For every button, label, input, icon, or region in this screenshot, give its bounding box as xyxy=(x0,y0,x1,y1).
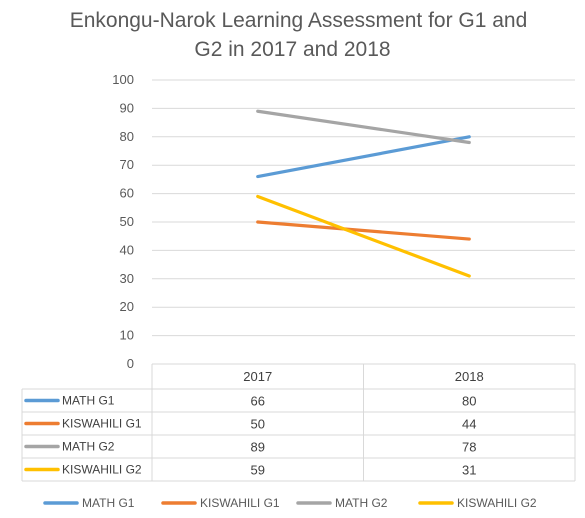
y-tick-label-80: 80 xyxy=(120,129,134,144)
table-value-math-g1-2017: 66 xyxy=(251,394,265,409)
table-series-label-kiswahili-g1: KISWAHILI G1 xyxy=(62,417,142,431)
chart-title-line-1: Enkongu-Narok Learning Assessment for G1… xyxy=(69,9,528,32)
legend-label-kiswahili-g2: KISWAHILI G2 xyxy=(457,496,537,510)
table-value-math-g2-2018: 78 xyxy=(462,440,476,455)
series-line-kiswahili-g2 xyxy=(256,194,471,278)
table-value-kiswahili-g1-2018: 44 xyxy=(462,417,476,432)
y-tick-label-0: 0 xyxy=(127,356,134,371)
legend-label-math-g2: MATH G2 xyxy=(335,496,388,510)
series-line-math-g1 xyxy=(256,135,471,179)
table-value-kiswahili-g1-2017: 50 xyxy=(251,417,265,432)
y-tick-label-20: 20 xyxy=(120,299,134,314)
legend-label-kiswahili-g1: KISWAHILI G1 xyxy=(200,496,280,510)
table-value-kiswahili-g2-2017: 59 xyxy=(251,463,265,478)
y-tick-label-40: 40 xyxy=(120,242,134,257)
y-tick-label-30: 30 xyxy=(120,271,134,286)
table-series-label-math-g2: MATH G2 xyxy=(62,440,115,454)
table-series-label-math-g1: MATH G1 xyxy=(62,394,115,408)
series-line-math-g2 xyxy=(256,109,471,145)
legend-label-math-g1: MATH G1 xyxy=(82,496,135,510)
y-tick-label-100: 100 xyxy=(112,72,134,87)
chart-title: Enkongu-Narok Learning Assessment for G1… xyxy=(0,6,585,64)
x-category-label-2018: 2018 xyxy=(455,369,484,384)
table-value-kiswahili-g2-2018: 31 xyxy=(462,463,476,478)
table-series-label-kiswahili-g2: KISWAHILI G2 xyxy=(62,463,142,477)
y-tick-label-90: 90 xyxy=(120,100,134,115)
series-line-kiswahili-g1 xyxy=(256,220,471,241)
chart-title-line-2: G2 in 2017 and 2018 xyxy=(194,38,391,61)
table-value-math-g2-2017: 89 xyxy=(251,440,265,455)
y-tick-label-60: 60 xyxy=(120,186,134,201)
y-tick-label-50: 50 xyxy=(120,214,134,229)
y-tick-label-10: 10 xyxy=(120,328,134,343)
table-value-math-g1-2018: 80 xyxy=(462,394,476,409)
x-category-label-2017: 2017 xyxy=(243,369,272,384)
y-tick-label-70: 70 xyxy=(120,157,134,172)
